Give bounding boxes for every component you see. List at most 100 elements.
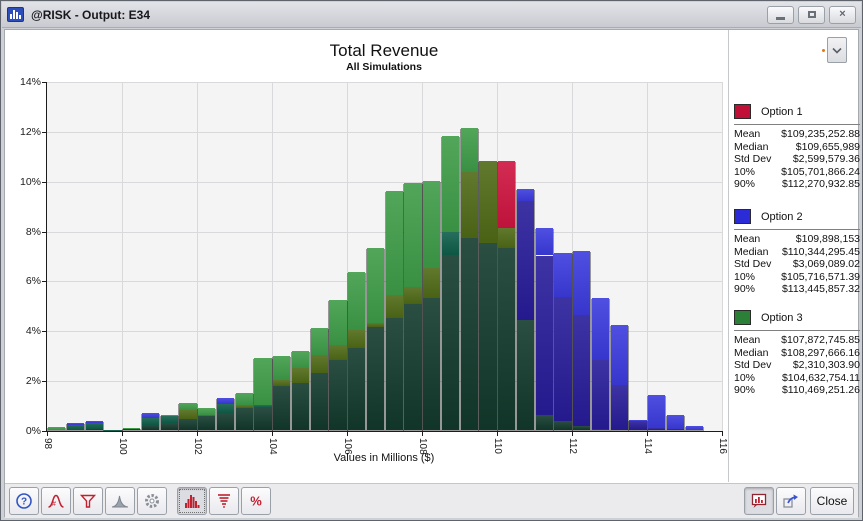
histogram-segment-gr [385,295,403,318]
svg-text:#: # [52,501,56,508]
histogram-segment-grb [348,347,366,430]
stat-label: 10% [734,371,756,384]
histogram-segment-g [423,180,441,268]
histogram-segment-b [66,422,84,425]
y-tick-label: 10% [19,175,41,188]
x-tick-label: 114 [642,438,653,454]
export-button[interactable] [776,487,806,515]
stat-label: Mean [734,128,761,140]
legend-group-option1: Option 1 Mean $109,235,252.88 Median $109,6… [734,103,860,191]
histogram-bin [647,395,667,431]
histogram-segment-gr [291,367,309,383]
histogram-segment-grb [554,421,572,430]
callout-report-button[interactable] [744,487,774,515]
stat-value: $109,898,153 [795,233,860,245]
histogram-bin [253,358,273,431]
histogram-segment-grb [235,407,253,430]
histogram-bin [572,250,592,431]
histogram-segment-grb [498,248,516,430]
legend-header[interactable]: Option 3 [734,309,860,326]
overlay-button[interactable] [105,487,135,515]
maximize-button[interactable] [798,5,825,24]
y-tick [42,131,46,133]
histogram-segment-b [591,297,609,361]
close-window-button[interactable]: × [829,5,856,24]
histogram-bin [234,392,254,431]
stat-row: Median $110,344,295.45 [734,246,860,259]
histogram-segment-grb [160,422,178,430]
y-tick [42,281,46,283]
option1-swatch [734,104,751,119]
x-axis-title: Values in Millions ($) [333,452,435,464]
y-tick-label: 4% [25,325,41,338]
histogram-segment-rb [666,428,684,430]
tornado-icon [218,494,230,508]
app-histogram-icon [7,7,24,22]
histogram-segment-grb [198,416,216,430]
gridline-horizontal [47,82,722,83]
filter-button[interactable] [73,487,103,515]
y-tick-label: 2% [25,375,41,388]
gridline-vertical [497,82,498,431]
histogram-segment-gr [498,228,516,249]
gridline-vertical [122,82,123,431]
histogram-bin [215,397,235,431]
fit-distribution-button[interactable]: # [41,487,71,515]
stat-row: Mean $109,235,252.88 [734,128,860,141]
histogram-segment-b [141,412,159,418]
close-button[interactable]: Close [810,487,854,515]
y-tick-label: 12% [19,125,41,138]
histogram-view-button[interactable] [177,487,207,515]
stat-value: $113,445,857.32 [781,283,860,296]
stat-label: 90% [734,283,756,296]
histogram-segment-grb [591,428,609,430]
gridline-vertical [197,82,198,431]
histogram-bin [347,271,367,431]
histogram-segment-g [404,183,422,287]
histogram-icon [185,495,200,508]
histogram-segment-g [441,135,459,232]
legend-label: Option 2 [761,210,803,223]
minimize-button[interactable] [767,5,794,24]
histogram-segment-rb [648,427,666,430]
histogram-segment-gr [198,415,216,417]
histogram-bin [590,297,610,431]
stat-label: 10% [734,165,756,178]
stat-label: Mean [734,233,761,245]
titlebar[interactable]: @RISK - Output: E34 × [2,2,861,28]
y-tick-label: 8% [25,225,41,238]
y-tick-label: 0% [25,425,41,437]
legend-rule [734,229,860,230]
histogram-segment-gr [348,330,366,348]
histogram-segment-g [254,358,272,406]
histogram-segment-r [498,160,516,229]
histogram-segment-gr [460,172,478,239]
help-button[interactable]: ? [9,487,39,515]
chart-plot-area[interactable] [47,82,722,431]
histogram-bin [47,427,67,431]
x-tick [197,432,198,436]
legend-header[interactable]: Option 1 [734,103,860,120]
histogram-segment-grb [441,255,459,430]
x-tick-label: 112 [567,438,578,454]
histogram-segment-gb [104,429,122,431]
x-tick-label: 116 [717,438,728,454]
gridline-vertical [572,82,573,431]
histogram-segment-rb [629,421,647,430]
svg-text:?: ? [21,497,27,508]
option1-stats: Mean $109,235,252.88 Median $109,655,989 Std… [734,128,860,191]
legend-header[interactable]: Option 2 [734,208,860,225]
percent-icon: % [250,494,262,509]
stat-row: 90% $112,270,932.85 [734,178,860,191]
x-tick [647,432,648,436]
histogram-bin [84,421,104,431]
histogram-segment-grb [573,426,591,430]
legend-label: Option 3 [761,311,803,324]
histogram-bin [365,248,385,431]
percent-view-button[interactable]: % [241,487,271,515]
histogram-segment-b [535,228,553,256]
settings-button[interactable] [137,487,167,515]
chart-options-dropdown[interactable] [827,37,847,63]
tornado-view-button[interactable] [209,487,239,515]
